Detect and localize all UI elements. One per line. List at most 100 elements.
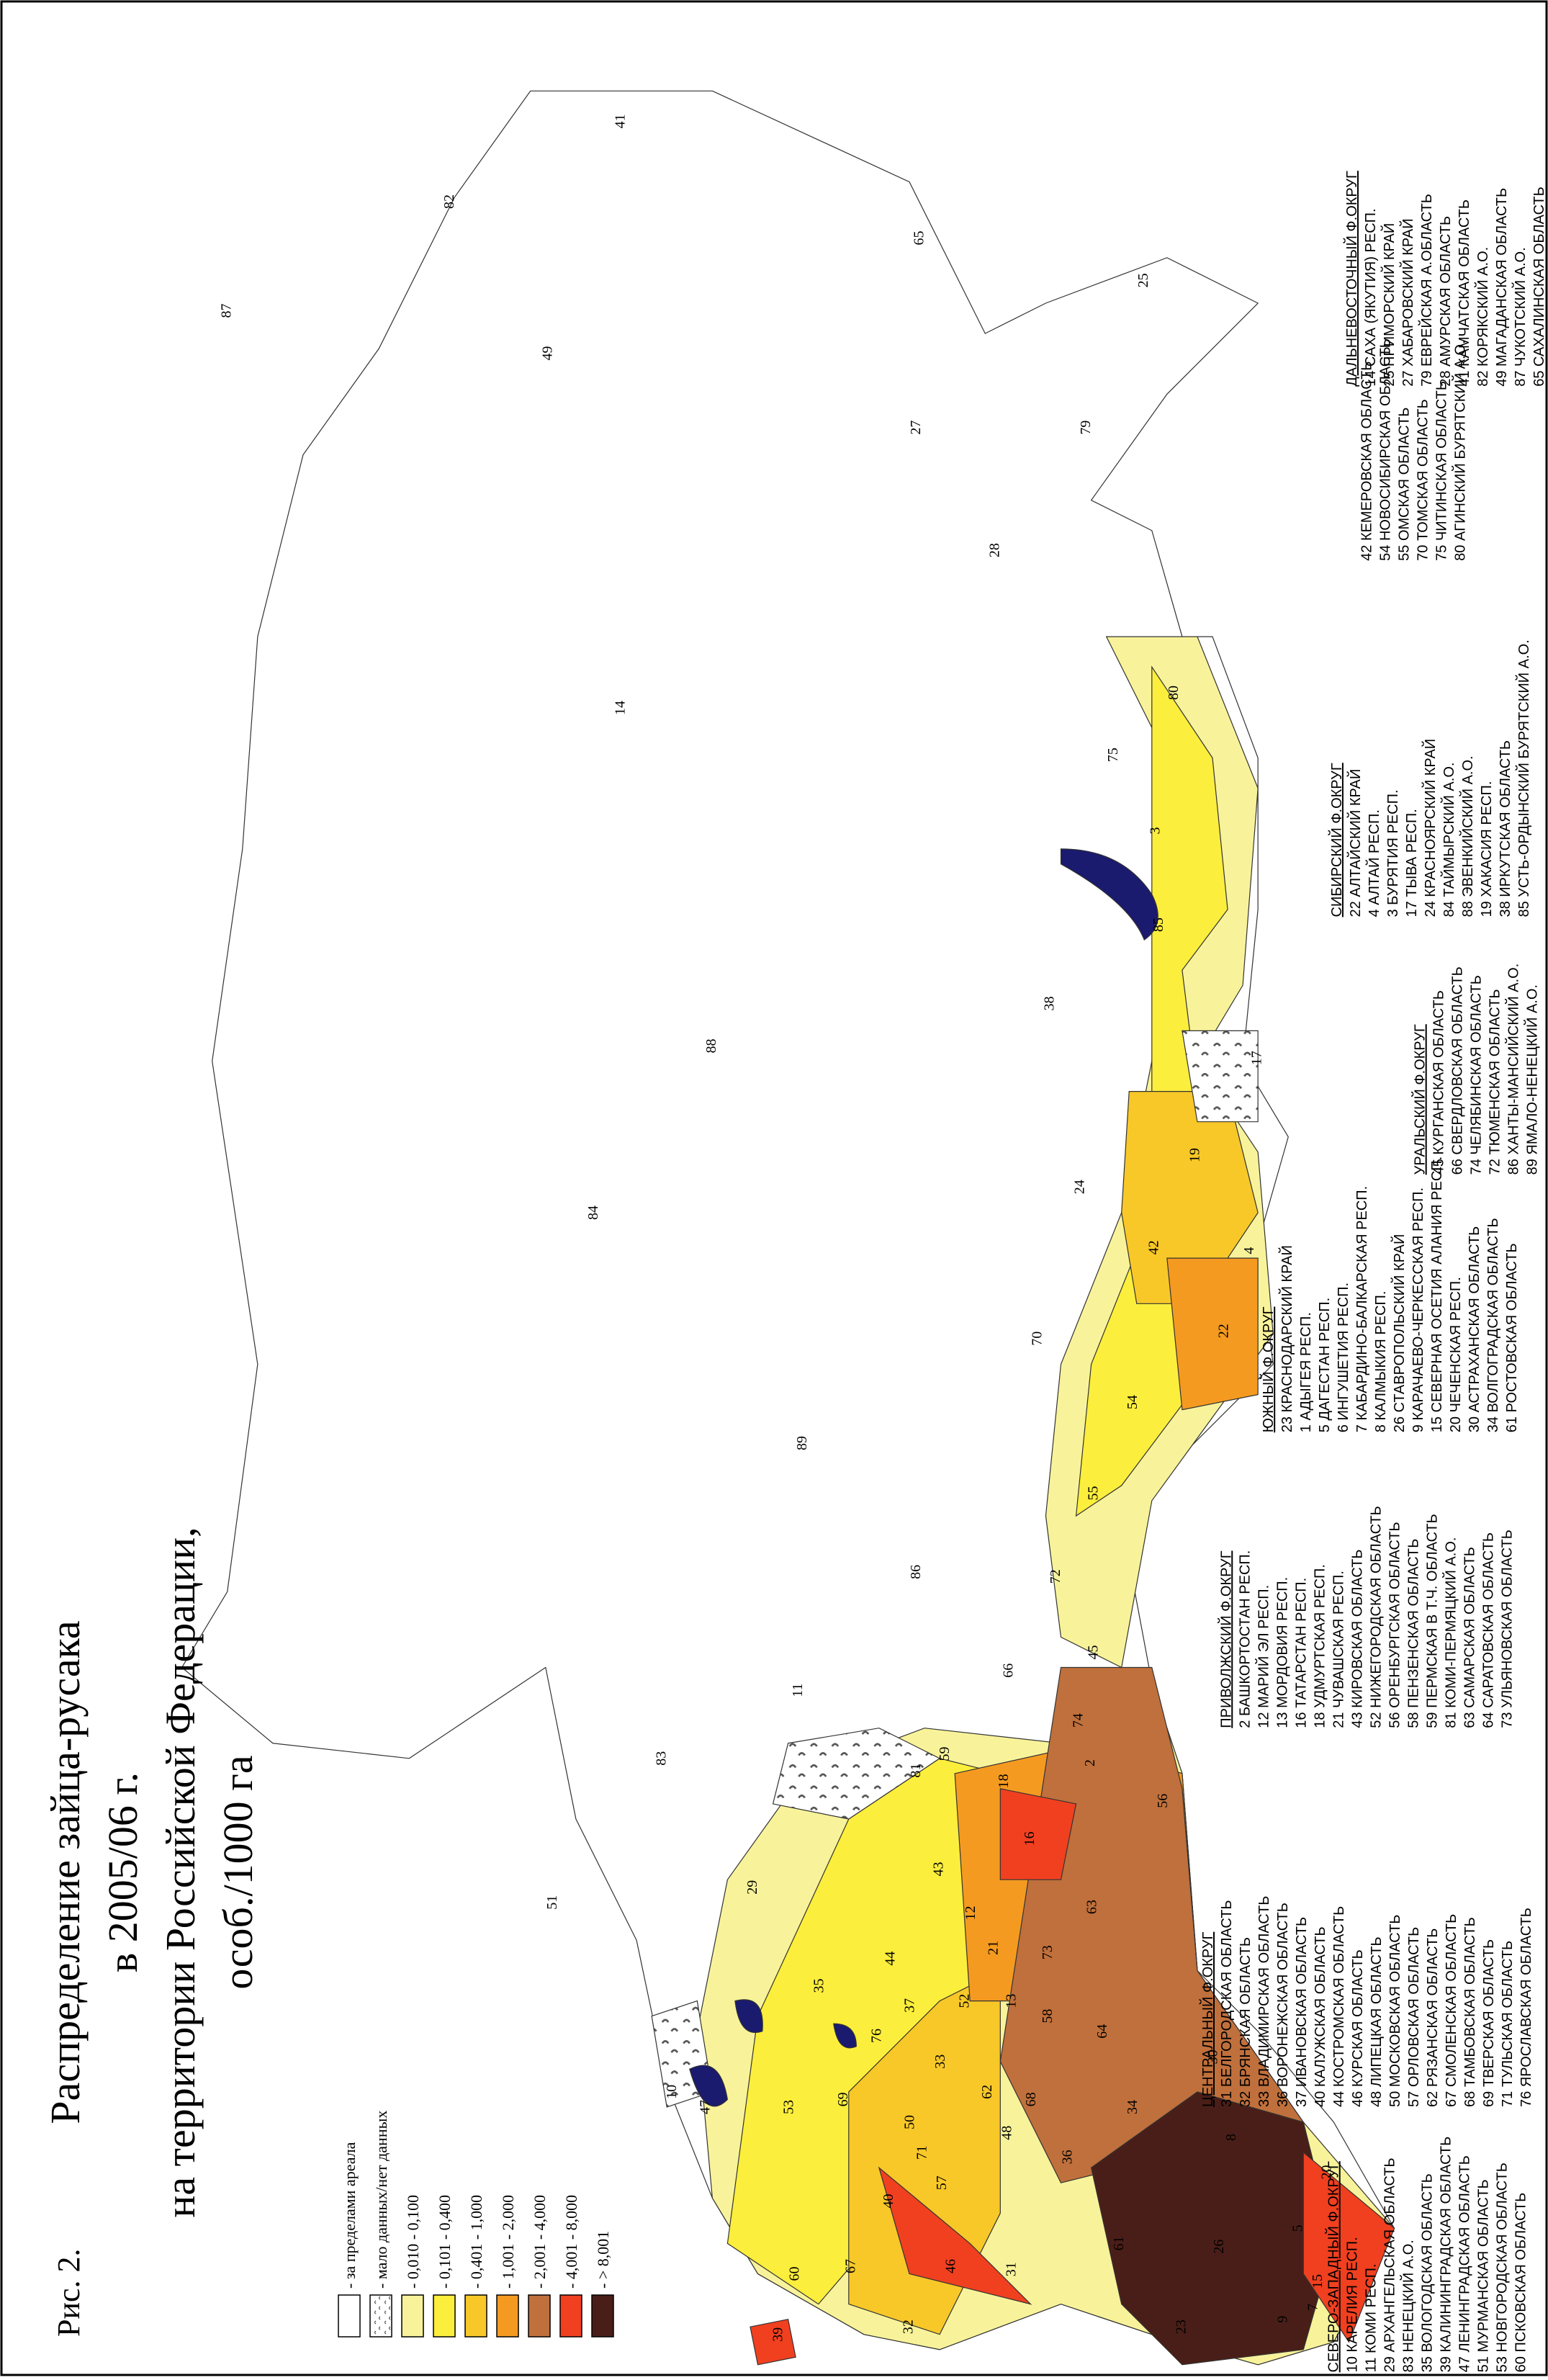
district-region: 27 ХАБАРОВСКИЙ КРАЙ — [1399, 218, 1416, 386]
district-region: 23 КРАСНОДАРСКИЙ КРАЙ — [1278, 1245, 1295, 1432]
district-region: 55 ОМСКАЯ ОБЛАСТЬ — [1397, 408, 1413, 561]
district-region: 12 МАРИЙ ЭЛ РЕСП. — [1254, 1585, 1272, 1728]
region-number: 23 — [1173, 2320, 1189, 2334]
region-number: 21 — [985, 1941, 1001, 1955]
region-number: 29 — [744, 1880, 760, 1895]
region-number: 76 — [868, 2029, 884, 2043]
district-region: 72 ТЮМЕНСКАЯ ОБЛАСТЬ — [1488, 989, 1503, 1175]
legend-label: - за пределами ареала — [341, 2142, 359, 2289]
region-number: 59 — [937, 1746, 953, 1761]
district-region: 34 ВОЛГОГРАДСКАЯ ОБЛАСТЬ — [1485, 1218, 1501, 1432]
region-number: 60 — [787, 2267, 803, 2281]
district-name: ДАЛЬНЕВОСТОЧНЫЙ Ф.ОКРУГ — [1343, 171, 1360, 387]
legend-swatch — [369, 2294, 392, 2338]
district-region: 83 НЕНЕЦКИЙ А.О. — [1400, 2240, 1417, 2372]
district-region: 43 КИРОВСКАЯ ОБЛАСТЬ — [1349, 1549, 1365, 1728]
district-region: 81 КОМИ-ПЕРМЯЦКИЙ А.О. — [1441, 1537, 1459, 1728]
region-number: 61 — [1111, 2236, 1127, 2250]
district-region: 36 ВОРОНЕЖСКАЯ ОБЛАСТЬ — [1275, 1903, 1291, 2107]
district-region: 21 ЧУВАШСКАЯ РЕСП. — [1331, 1571, 1346, 1728]
district-region: 19 ХАКАСИЯ РЕСП. — [1479, 781, 1495, 917]
region-number: 7 — [1305, 2304, 1321, 2311]
region-number: 80 — [1166, 686, 1182, 700]
region-number: 17 — [1249, 1051, 1265, 1065]
legend-label: - 4,001 - 8,000 — [562, 2195, 580, 2289]
region-number: 38 — [1041, 997, 1057, 1011]
district-region: 10 КАРЕЛИЯ РЕСП. — [1345, 2237, 1361, 2372]
region-number: 57 — [934, 2175, 950, 2190]
region-number: 52 — [956, 1994, 972, 2008]
district-region: 53 НОВГОРОДСКАЯ ОБЛАСТЬ — [1495, 2163, 1511, 2372]
district-region: 46 КУРСКАЯ ОБЛАСТЬ — [1350, 1949, 1366, 2107]
district-name: СЕВЕРО-ЗАПАДНЫЙ Ф.ОКРУГ — [1325, 2161, 1342, 2372]
region-number: 31 — [1004, 2262, 1020, 2276]
region-number: 18 — [996, 1774, 1012, 1788]
region-number: 88 — [703, 1038, 719, 1053]
region-number: 50 — [902, 2115, 918, 2129]
district-region: 75 ЧИТИНСКАЯ ОБЛАСТЬ — [1434, 381, 1450, 561]
region-number: 62 — [979, 2085, 995, 2099]
region-number: 45 — [1085, 1645, 1101, 1659]
region-number: 49 — [540, 346, 556, 360]
legend-swatch — [496, 2294, 519, 2338]
region-number: 74 — [1070, 1713, 1086, 1728]
region-number: 25 — [1135, 273, 1151, 287]
district-region: 26 СТАВРОПОЛЬСКИЙ КРАЙ — [1390, 1234, 1408, 1433]
legend-label: - 0,401 - 1,000 — [467, 2195, 485, 2289]
legend-swatch — [591, 2294, 614, 2338]
region-number: 86 — [908, 1565, 924, 1579]
district-region: 37 ИВАНОВСКАЯ ОБЛАСТЬ — [1294, 1917, 1310, 2107]
district-region: 4 АЛТАЙ РЕСП. — [1365, 809, 1382, 917]
district-region: 30 АСТРАХАНСКАЯ ОБЛАСТЬ — [1467, 1226, 1482, 1432]
district-name: СИБИРСКИЙ Ф.ОКРУГ — [1328, 763, 1345, 917]
region-number: 48 — [999, 2126, 1014, 2140]
district-region: 82 КОРЯКСКИЙ А.О. — [1474, 247, 1491, 387]
title-line: Распределение зайца-русака — [42, 1620, 89, 2124]
region-number: 71 — [914, 2145, 930, 2160]
district-region: 64 САРАТОВСКАЯ ОБЛАСТЬ — [1480, 1532, 1496, 1728]
district-region: 16 ТАТАРСТАН РЕСП. — [1293, 1578, 1309, 1728]
region-number: 28 — [987, 543, 1003, 557]
region-number: 20 — [1319, 2165, 1335, 2179]
district-region: 2 БАШКОРТОСТАН РЕСП. — [1237, 1550, 1253, 1728]
legend-swatch — [401, 2294, 424, 2338]
region-number: 43 — [931, 1862, 947, 1876]
district-region: 68 ТАМБОВСКАЯ ОБЛАСТЬ — [1462, 1917, 1478, 2107]
region-number: 5 — [1290, 2224, 1306, 2232]
region-number: 51 — [544, 1895, 560, 1910]
region-number: 9 — [1275, 2316, 1291, 2323]
region-number: 11 — [790, 1683, 806, 1697]
region-number: 41 — [613, 114, 629, 128]
district-region: 65 САХАЛИНСКАЯ ОБЛАСТЬ — [1531, 187, 1547, 386]
region-number: 36 — [1060, 2150, 1076, 2164]
region-number: 73 — [1040, 1945, 1056, 1959]
region-number: 16 — [1022, 1831, 1038, 1846]
district-region: 56 ОРЕНБУРГСКАЯ ОБЛАСТЬ — [1387, 1522, 1403, 1728]
district-region: 24 КРАСНОЯРСКИЙ КРАЙ — [1421, 739, 1439, 917]
region-number: 2 — [1082, 1759, 1098, 1766]
district-region: 47 ЛЕНИНГРАДСКАЯ ОБЛАСТЬ — [1457, 2155, 1473, 2372]
region-number: 85 — [1151, 917, 1166, 932]
district-region: 40 КАЛУЖСКАЯ ОБЛАСТЬ — [1313, 1926, 1328, 2107]
region-number: 58 — [1040, 2009, 1056, 2024]
legend-swatch — [528, 2294, 551, 2338]
district-region: 5 ДАГЕСТАН РЕСП. — [1317, 1298, 1333, 1432]
region-number: 63 — [1084, 1900, 1099, 1914]
legend-label: - 2,001 - 4,000 — [531, 2195, 549, 2289]
region-number: 79 — [1078, 421, 1094, 435]
district-name: ЦЕНТРАЛЬНЫЙ Ф.ОКРУГ — [1199, 1931, 1216, 2106]
region-number: 39 — [770, 2327, 786, 2342]
district-region: 42 КЕМЕРОВСКАЯ ОБЛАСТЬ — [1359, 362, 1375, 561]
region-number: 15 — [1310, 2274, 1326, 2289]
legend-swatch — [559, 2294, 582, 2338]
region-number: 81 — [908, 1764, 924, 1778]
region-number: 35 — [811, 1979, 827, 1993]
district-region: 39 КАЛИНИНГРАДСКАЯ ОБЛАСТЬ — [1439, 2137, 1454, 2373]
region-number: 75 — [1105, 747, 1121, 762]
district-region: 8 КАЛМЫКИЯ РЕСП. — [1373, 1291, 1389, 1433]
region-number: 40 — [881, 2193, 896, 2208]
title-line: на территории Российской Федерации, — [157, 1527, 204, 2217]
district-region: 33 ВЛАДИМИРСКАЯ ОБЛАСТЬ — [1256, 1896, 1272, 2107]
region-number: 22 — [1215, 1324, 1231, 1338]
